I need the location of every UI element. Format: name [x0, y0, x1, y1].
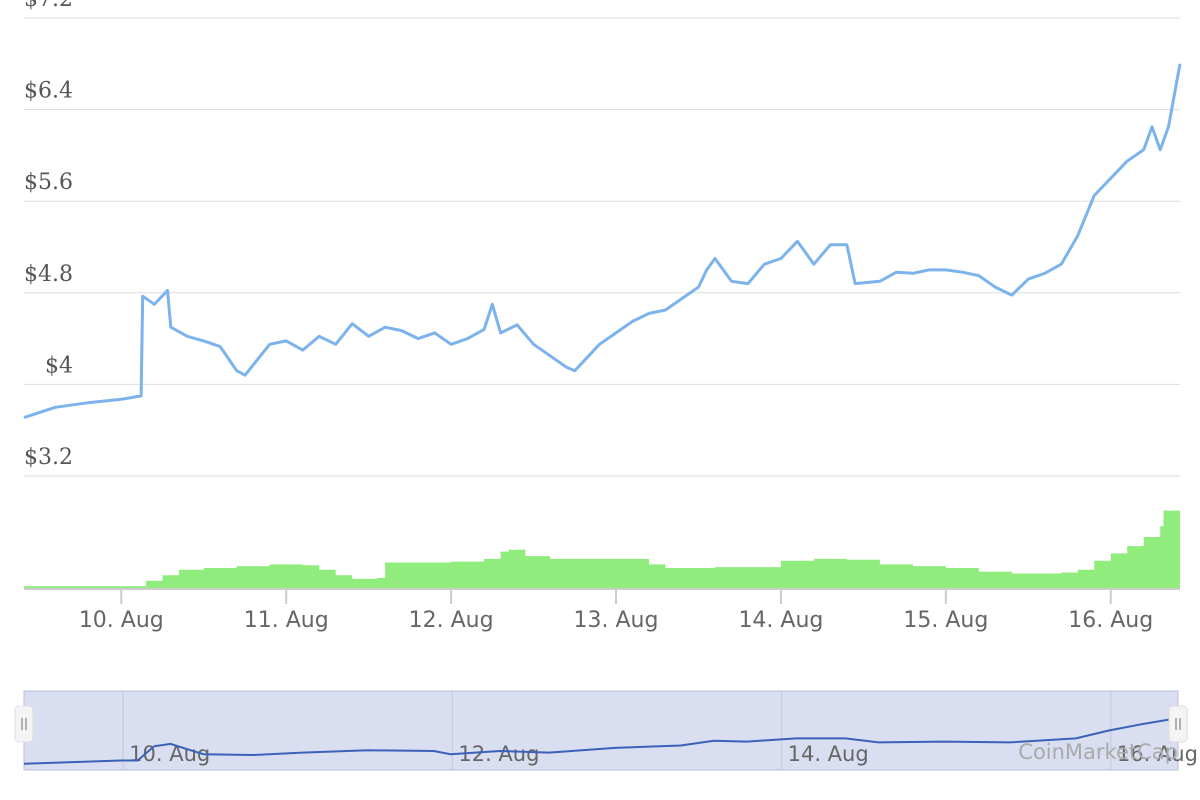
- navigator-left-handle[interactable]: [14, 705, 34, 743]
- y-gridlines: [24, 17, 1180, 477]
- x-tick-label: 14. Aug: [738, 608, 823, 633]
- y-tick-label: $7.2: [24, 0, 73, 12]
- y-tick-label: $4: [45, 353, 73, 378]
- navigator-tick-label: 14. Aug: [788, 742, 869, 766]
- x-axis: 10. Aug 11. Aug 12. Aug 13. Aug 14. Aug 15. A…: [24, 588, 1180, 633]
- y-axis-labels: $7.2 $6.4 $5.6 $4.8 $4 $3.2: [24, 0, 73, 470]
- y-tick-label: $5.6: [24, 170, 73, 195]
- volume-area-group: [24, 504, 1180, 588]
- brand-credit[interactable]: CoinMarketCap: [1018, 740, 1178, 764]
- navigator-tick-label: 12. Aug: [458, 742, 539, 766]
- y-tick-label: $4.8: [24, 262, 73, 287]
- navigator[interactable]: 10. Aug 12. Aug 14. Aug 16. Aug: [14, 690, 1198, 771]
- price-line: [23, 63, 1182, 420]
- navigator-line: [23, 711, 1179, 765]
- x-tick-label: 15. Aug: [903, 608, 988, 633]
- navigator-tick-label: 16. Aug: [1117, 742, 1198, 766]
- x-tick-label: 12. Aug: [409, 608, 494, 633]
- navigator-right-handle[interactable]: [1168, 705, 1188, 743]
- price-line-group: [23, 63, 1182, 420]
- x-tick-label: 16. Aug: [1068, 608, 1153, 633]
- navigator-tick-label: 10. Aug: [129, 742, 210, 766]
- volume-area: [24, 504, 1180, 588]
- y-tick-label: $6.4: [24, 79, 73, 104]
- x-tick-label: 10. Aug: [79, 608, 164, 633]
- x-tick-label: 11. Aug: [244, 608, 329, 633]
- x-tick-label: 13. Aug: [574, 608, 659, 633]
- y-tick-label: $3.2: [24, 445, 73, 470]
